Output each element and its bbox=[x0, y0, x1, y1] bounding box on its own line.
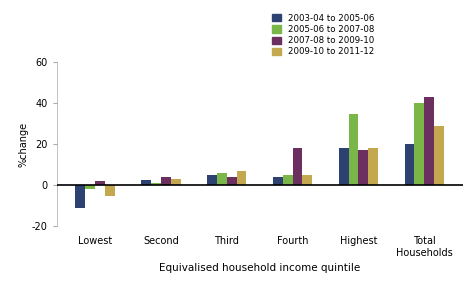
X-axis label: Equivalised household income quintile: Equivalised household income quintile bbox=[159, 263, 360, 273]
Legend: 2003-04 to 2005-06, 2005-06 to 2007-08, 2007-08 to 2009-10, 2009-10 to 2011-12: 2003-04 to 2005-06, 2005-06 to 2007-08, … bbox=[272, 14, 374, 56]
Bar bbox=[161, 177, 171, 185]
Bar bbox=[217, 173, 227, 185]
Bar bbox=[85, 185, 95, 190]
Bar bbox=[236, 171, 246, 185]
Bar bbox=[303, 175, 312, 185]
Bar bbox=[151, 183, 161, 185]
Bar bbox=[434, 126, 444, 185]
Bar bbox=[105, 185, 115, 196]
Y-axis label: %change: %change bbox=[19, 122, 29, 167]
Bar bbox=[75, 185, 85, 208]
Bar bbox=[283, 175, 293, 185]
Bar bbox=[227, 177, 236, 185]
Bar bbox=[339, 148, 348, 185]
Bar bbox=[171, 179, 180, 185]
Bar bbox=[358, 151, 368, 185]
Bar bbox=[95, 181, 105, 185]
Bar bbox=[414, 103, 424, 185]
Bar bbox=[368, 148, 378, 185]
Bar bbox=[405, 144, 414, 185]
Bar bbox=[424, 97, 434, 185]
Bar bbox=[141, 180, 151, 185]
Bar bbox=[348, 113, 358, 185]
Bar bbox=[273, 177, 283, 185]
Bar bbox=[207, 175, 217, 185]
Bar bbox=[293, 148, 303, 185]
